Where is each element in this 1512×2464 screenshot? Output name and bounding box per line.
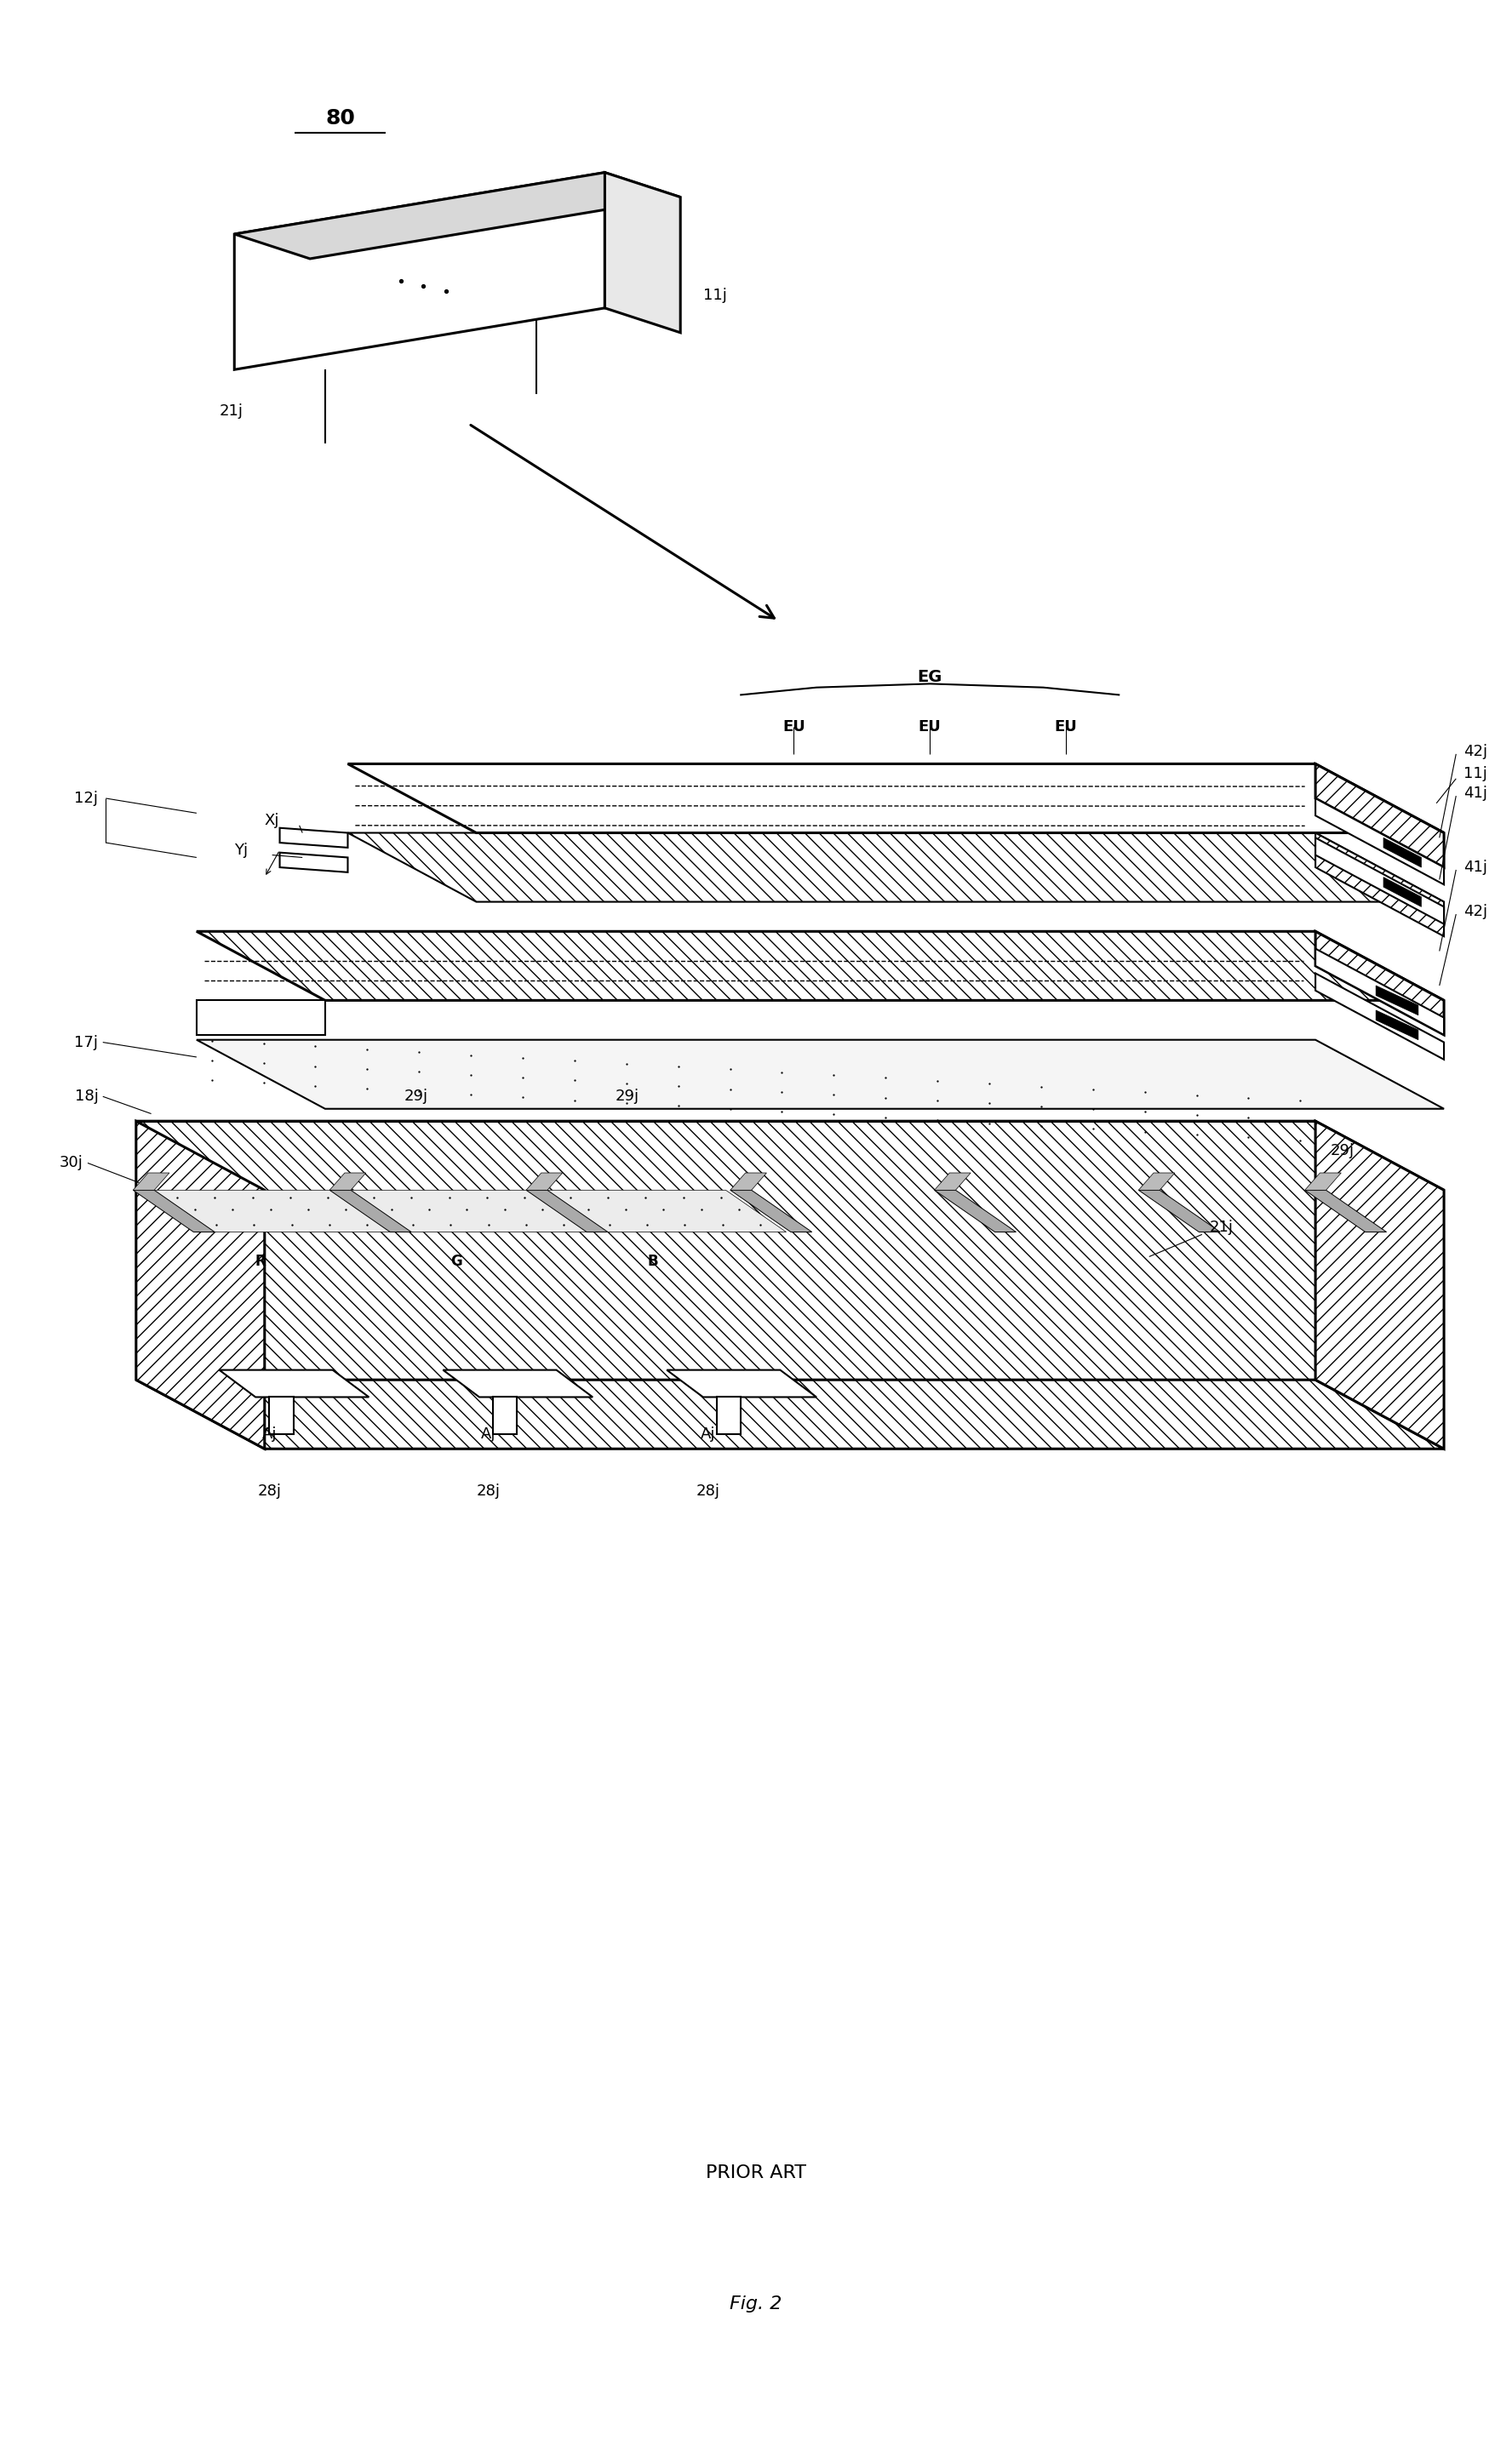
- Text: Fig. 2: Fig. 2: [730, 2296, 782, 2311]
- Polygon shape: [348, 833, 1444, 902]
- Text: 29j: 29j: [1331, 1143, 1355, 1158]
- Text: Xj: Xj: [265, 813, 280, 828]
- Text: Aj: Aj: [481, 1427, 496, 1441]
- Polygon shape: [717, 1397, 741, 1434]
- Polygon shape: [197, 1040, 1444, 1109]
- Polygon shape: [151, 1190, 393, 1232]
- Polygon shape: [136, 1121, 265, 1449]
- Polygon shape: [1315, 798, 1444, 885]
- Polygon shape: [544, 1190, 786, 1232]
- Polygon shape: [133, 1190, 215, 1232]
- Polygon shape: [1315, 973, 1444, 1060]
- Polygon shape: [526, 1173, 562, 1190]
- Polygon shape: [605, 172, 680, 333]
- Text: 29j: 29j: [404, 1089, 428, 1104]
- Polygon shape: [136, 1121, 1444, 1190]
- Text: 17j: 17j: [74, 1035, 98, 1050]
- Polygon shape: [526, 1190, 608, 1232]
- Polygon shape: [1315, 949, 1444, 1035]
- Polygon shape: [934, 1190, 1016, 1232]
- Polygon shape: [348, 1190, 590, 1232]
- Polygon shape: [730, 1190, 812, 1232]
- Text: 21j: 21j: [1210, 1220, 1234, 1234]
- Polygon shape: [348, 764, 1444, 833]
- Polygon shape: [730, 1173, 767, 1190]
- Text: EG: EG: [918, 668, 942, 685]
- Polygon shape: [133, 1173, 169, 1190]
- Polygon shape: [1305, 1190, 1387, 1232]
- Polygon shape: [1315, 833, 1444, 936]
- Polygon shape: [1376, 1010, 1418, 1040]
- Text: 41j: 41j: [1464, 786, 1488, 801]
- Polygon shape: [1305, 1173, 1341, 1190]
- Polygon shape: [219, 1370, 369, 1397]
- Text: 28j: 28j: [476, 1483, 500, 1498]
- Text: 11j: 11j: [1464, 766, 1488, 781]
- Polygon shape: [667, 1370, 816, 1397]
- Polygon shape: [330, 1190, 411, 1232]
- Polygon shape: [1139, 1173, 1175, 1190]
- Text: 12j: 12j: [74, 791, 98, 806]
- Polygon shape: [330, 1173, 366, 1190]
- Text: 42j: 42j: [1464, 744, 1488, 759]
- Polygon shape: [280, 853, 348, 872]
- Text: 28j: 28j: [696, 1483, 720, 1498]
- Text: 42j: 42j: [1464, 904, 1488, 919]
- Polygon shape: [1139, 1190, 1220, 1232]
- Text: 41j: 41j: [1464, 860, 1488, 875]
- Polygon shape: [1315, 838, 1444, 924]
- Polygon shape: [1315, 764, 1444, 867]
- Text: B: B: [647, 1254, 659, 1269]
- Text: 29j: 29j: [615, 1089, 640, 1104]
- Text: 18j: 18j: [74, 1089, 98, 1104]
- Polygon shape: [197, 1000, 325, 1035]
- Text: R: R: [254, 1254, 266, 1269]
- Polygon shape: [136, 1380, 1444, 1449]
- Polygon shape: [493, 1397, 517, 1434]
- Text: 11j: 11j: [703, 288, 727, 303]
- Text: 21j: 21j: [219, 404, 243, 419]
- Polygon shape: [136, 1121, 1315, 1380]
- Polygon shape: [934, 1173, 971, 1190]
- Polygon shape: [234, 172, 680, 259]
- Polygon shape: [1383, 838, 1421, 867]
- Text: 80: 80: [325, 108, 355, 128]
- Text: 30j: 30j: [59, 1156, 83, 1170]
- Text: PRIOR ART: PRIOR ART: [706, 2166, 806, 2181]
- Text: G: G: [451, 1254, 463, 1269]
- Text: Yj: Yj: [234, 843, 248, 857]
- Polygon shape: [197, 931, 1444, 1000]
- Polygon shape: [1315, 931, 1444, 1035]
- Polygon shape: [280, 828, 348, 848]
- Text: Aj: Aj: [700, 1427, 715, 1441]
- Polygon shape: [234, 172, 605, 370]
- Text: Aj: Aj: [262, 1427, 277, 1441]
- Text: EU: EU: [918, 719, 942, 734]
- Text: EU: EU: [782, 719, 806, 734]
- Polygon shape: [269, 1397, 293, 1434]
- Text: 28j: 28j: [257, 1483, 281, 1498]
- Polygon shape: [1315, 1121, 1444, 1449]
- Polygon shape: [1376, 986, 1418, 1015]
- Polygon shape: [443, 1370, 593, 1397]
- Text: EU: EU: [1054, 719, 1078, 734]
- Polygon shape: [1383, 877, 1421, 907]
